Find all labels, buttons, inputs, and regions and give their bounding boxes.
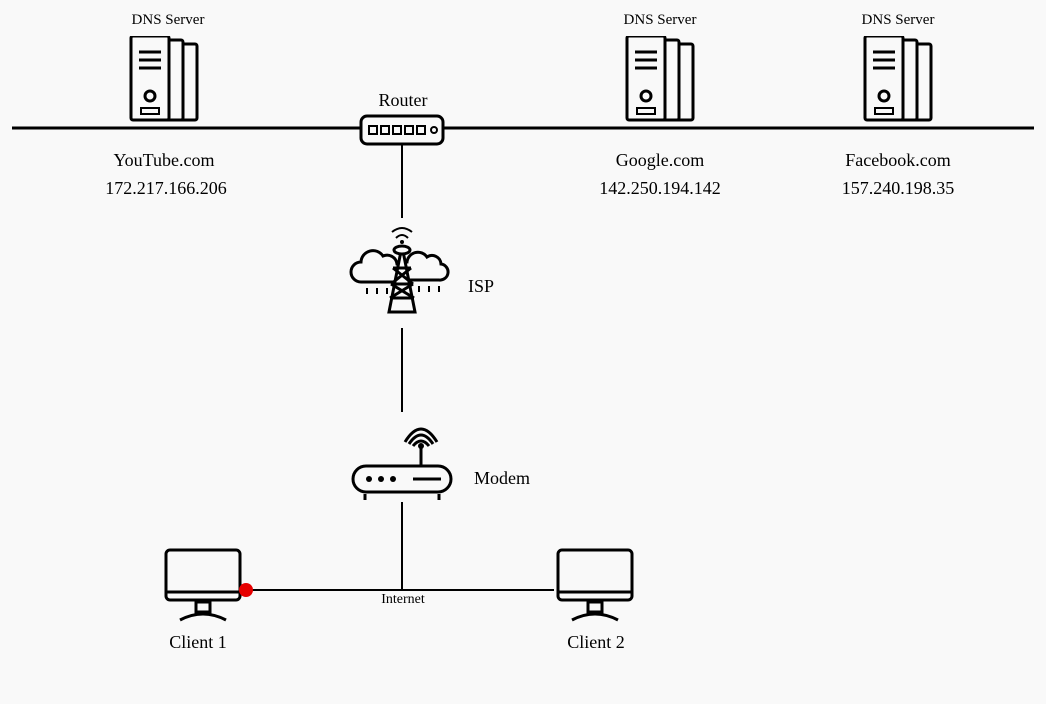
- server-icon-facebook: [853, 36, 943, 126]
- dns-label-youtube: DNS Server: [128, 12, 208, 29]
- router-icon: [359, 114, 445, 148]
- modem-label: Modem: [474, 468, 530, 489]
- client1-monitor-icon: [162, 546, 244, 624]
- server-name-facebook: Facebook.com: [838, 150, 958, 171]
- server-icon-youtube: [119, 36, 209, 126]
- network-diagram-canvas: DNS Server YouTube.com 172.217.166.206 D…: [0, 0, 1046, 704]
- internet-label: Internet: [368, 592, 438, 608]
- dns-label-google: DNS Server: [620, 12, 700, 29]
- client2-label: Client 2: [556, 632, 636, 653]
- server-name-google: Google.com: [600, 150, 720, 171]
- router-label: Router: [368, 90, 438, 111]
- client1-label: Client 1: [158, 632, 238, 653]
- packet-dot: [239, 583, 253, 597]
- isp-icon: [347, 218, 457, 328]
- client2-monitor-icon: [554, 546, 636, 624]
- dns-label-facebook: DNS Server: [858, 12, 938, 29]
- server-ip-facebook: 157.240.198.35: [818, 178, 978, 199]
- modem-icon: [347, 412, 457, 502]
- server-ip-youtube: 172.217.166.206: [86, 178, 246, 199]
- server-ip-google: 142.250.194.142: [580, 178, 740, 199]
- server-icon-google: [615, 36, 705, 126]
- server-name-youtube: YouTube.com: [104, 150, 224, 171]
- isp-label: ISP: [468, 276, 494, 297]
